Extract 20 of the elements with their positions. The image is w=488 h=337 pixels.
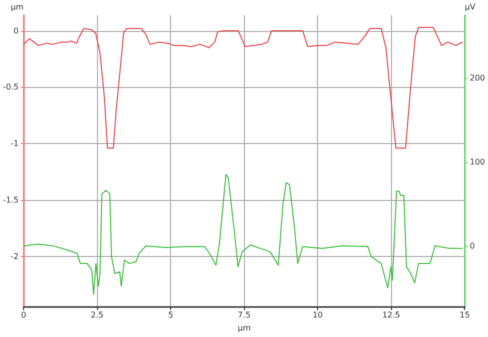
x-tick-label: 2.5 [90, 310, 104, 320]
x-tick-label: 7.5 [238, 310, 251, 320]
line-series [23, 174, 464, 296]
y2-tick-label: 0 [470, 241, 475, 250]
line-series [23, 26, 464, 149]
x-tick-label: 15 [460, 310, 470, 320]
y2-tick-label: 200 [470, 73, 486, 82]
y2-axis-title: µV [464, 2, 476, 12]
y-tick-label: -0.5 [3, 82, 19, 92]
x-tick-label: 12.5 [382, 310, 400, 320]
y-tick-label: -2 [10, 252, 19, 261]
x-tick-label: 0 [21, 310, 26, 320]
x-axis-title: µm [238, 324, 251, 332]
x-tick-label: 10 [312, 310, 323, 320]
y-axis-title: µm [10, 2, 24, 12]
y-tick-label: 0 [14, 26, 19, 36]
y-tick-label: -1 [10, 139, 19, 148]
x-tick-label: 5 [168, 310, 174, 320]
y2-tick-label: 100 [470, 157, 486, 166]
y-tick-label: -1.5 [3, 195, 19, 204]
